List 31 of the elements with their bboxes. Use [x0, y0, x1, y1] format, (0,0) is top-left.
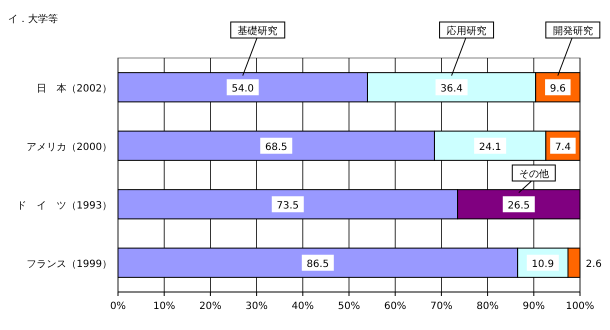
text: 基礎研究: [238, 25, 278, 37]
x-tick-label: 70%: [430, 301, 453, 312]
data-label: 54.0: [232, 83, 254, 94]
x-tick-label: 60%: [384, 301, 406, 312]
series-label: その他: [518, 168, 549, 180]
text: 開発研究: [552, 25, 593, 37]
x-tick-label: 80%: [476, 301, 499, 312]
data-label: 24.1: [479, 142, 502, 153]
x-tick-label: 40%: [292, 301, 314, 312]
data-label: 2.6: [586, 258, 602, 270]
x-tick-label: 20%: [199, 301, 222, 312]
data-label: 7.4: [554, 142, 571, 153]
y-tick-label: 日 本（2002）: [36, 82, 112, 94]
y-tick-label: フランス（1999）: [26, 258, 112, 270]
x-tick-label: 0%: [110, 301, 126, 312]
data-label: 10.9: [532, 258, 554, 270]
data-label: 73.5: [276, 200, 299, 212]
text: 応用研究: [446, 25, 487, 37]
x-tick-label: 10%: [153, 301, 176, 312]
data-label: 36.4: [440, 83, 463, 94]
x-tick-label: 50%: [338, 301, 360, 312]
data-label: 26.5: [508, 200, 530, 212]
data-label: 9.6: [550, 83, 566, 94]
x-tick-label: 90%: [522, 301, 545, 312]
data-label: 68.5: [265, 142, 288, 153]
y-tick-label: アメリカ（2000）: [26, 142, 112, 153]
y-tick-label: ド イ ツ（1993）: [16, 200, 112, 212]
x-tick-label: 30%: [245, 301, 268, 312]
text: イ．大学等: [8, 13, 58, 25]
x-tick-label: 100%: [566, 301, 594, 312]
data-label: 86.5: [306, 258, 329, 270]
